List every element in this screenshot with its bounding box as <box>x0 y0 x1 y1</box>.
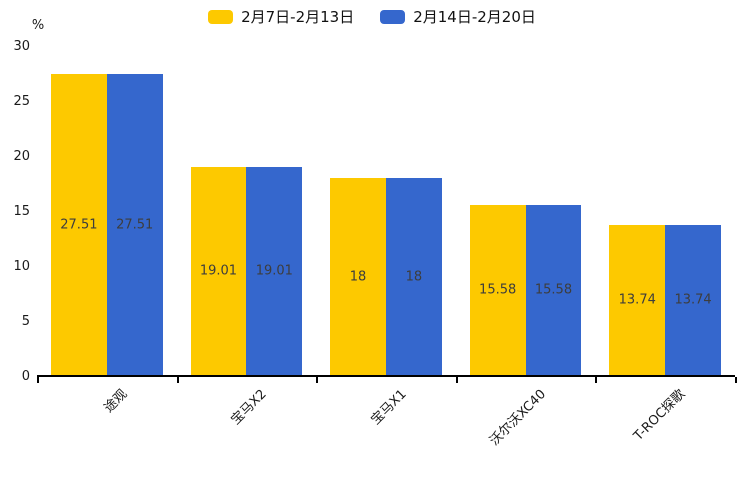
y-tick-label: 0 <box>21 369 30 384</box>
x-category-label: 宝马X2 <box>228 386 270 428</box>
bar-series-1-4: 13.74 <box>665 224 721 375</box>
x-axis-tick <box>37 377 39 383</box>
y-tick-label: 10 <box>13 259 30 274</box>
y-tick-label: 25 <box>13 94 30 109</box>
legend-item-series-1[interactable]: 2月14日-2月20日 <box>380 6 536 27</box>
legend: 2月7日-2月13日 2月14日-2月20日 <box>0 6 744 27</box>
bar-groups: 27.51 27.51 19.01 19.01 18 18 15.58 15.58 13.74 1… <box>37 47 735 375</box>
y-tick-label: 15 <box>13 204 30 219</box>
legend-swatch-icon <box>380 9 406 24</box>
bar-value-label: 15.58 <box>479 282 517 298</box>
x-category-label: 沃尔沃XC40 <box>487 386 550 449</box>
bar-value-label: 19.01 <box>255 263 293 279</box>
y-tick-label: 5 <box>21 314 30 329</box>
y-axis: 0 5 10 15 20 25 30 <box>0 39 30 384</box>
bar-value-label: 27.51 <box>60 217 98 233</box>
bar-group-0: 27.51 27.51 <box>37 47 177 375</box>
bar-series-0-3: 15.58 <box>469 204 526 375</box>
legend-label: 2月14日-2月20日 <box>413 8 536 26</box>
bar-value-label: 18 <box>405 269 423 285</box>
x-axis-tick <box>455 377 458 383</box>
bar-group-3: 15.58 15.58 <box>456 47 596 375</box>
bar-group-4: 13.74 13.74 <box>595 47 735 375</box>
y-tick-label: 30 <box>13 39 30 54</box>
bar-group-1: 19.01 19.01 <box>177 47 317 375</box>
x-axis-tick <box>316 377 319 383</box>
bar-series-0-0: 27.51 <box>50 74 107 375</box>
y-axis-unit-label: % <box>31 18 45 33</box>
legend-item-series-0[interactable]: 2月7日-2月13日 <box>208 6 354 27</box>
y-tick-label: 20 <box>13 149 30 164</box>
bar-value-label: 18 <box>349 269 367 285</box>
x-axis-tick <box>595 377 598 383</box>
bar-series-0-2: 18 <box>330 178 386 375</box>
x-category-label: 宝马X1 <box>368 386 410 428</box>
x-category-label: T-ROC探歌 <box>631 386 689 444</box>
plot-area: 27.51 27.51 19.01 19.01 18 18 15.58 15.58 13.74 1… <box>37 47 737 449</box>
bar-group-2: 18 18 <box>316 47 456 375</box>
bar-value-label: 13.74 <box>674 292 712 308</box>
x-axis-tick <box>735 377 737 383</box>
bar-value-label: 27.51 <box>116 217 154 233</box>
bar-series-1-3: 15.58 <box>525 204 582 375</box>
bar-value-label: 15.58 <box>534 282 573 298</box>
bar-series-1-1: 19.01 <box>246 167 303 375</box>
bar-series-0-1: 19.01 <box>190 167 247 375</box>
legend-label: 2月7日-2月13日 <box>241 8 355 26</box>
legend-swatch-icon <box>208 9 234 24</box>
bar-series-1-0: 27.51 <box>106 74 163 375</box>
bar-value-label: 19.01 <box>199 263 238 279</box>
x-category-label: 途观 <box>101 386 131 416</box>
x-axis-tick <box>176 377 179 383</box>
bar-series-0-4: 13.74 <box>609 224 666 375</box>
bar-value-label: 13.74 <box>618 292 656 308</box>
bar-series-1-2: 18 <box>385 178 442 375</box>
